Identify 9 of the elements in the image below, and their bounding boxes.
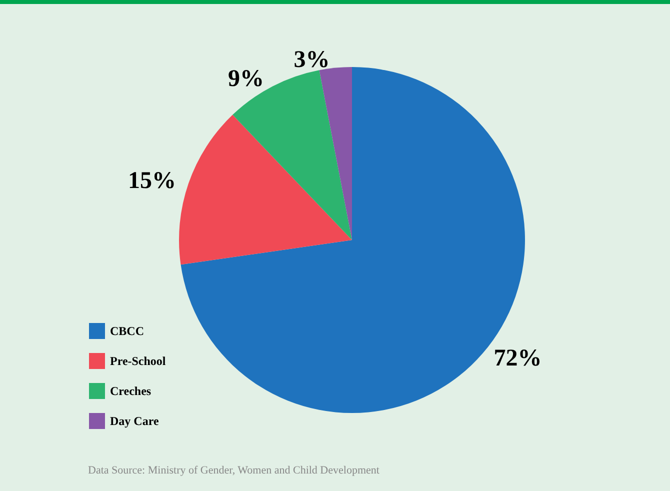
data-label: 3%: [294, 46, 330, 73]
legend-label: CBCC: [110, 324, 144, 338]
legend-label: Creches: [110, 384, 152, 398]
data-label: 9%: [228, 66, 264, 92]
data-label: 15%: [128, 168, 176, 194]
legend-label: Pre-School: [110, 354, 166, 368]
data-label: 72%: [494, 346, 542, 372]
source-note: Data Source: Ministry of Gender, Women and Child Development: [88, 464, 380, 476]
legend-label: Day Care: [110, 414, 160, 428]
